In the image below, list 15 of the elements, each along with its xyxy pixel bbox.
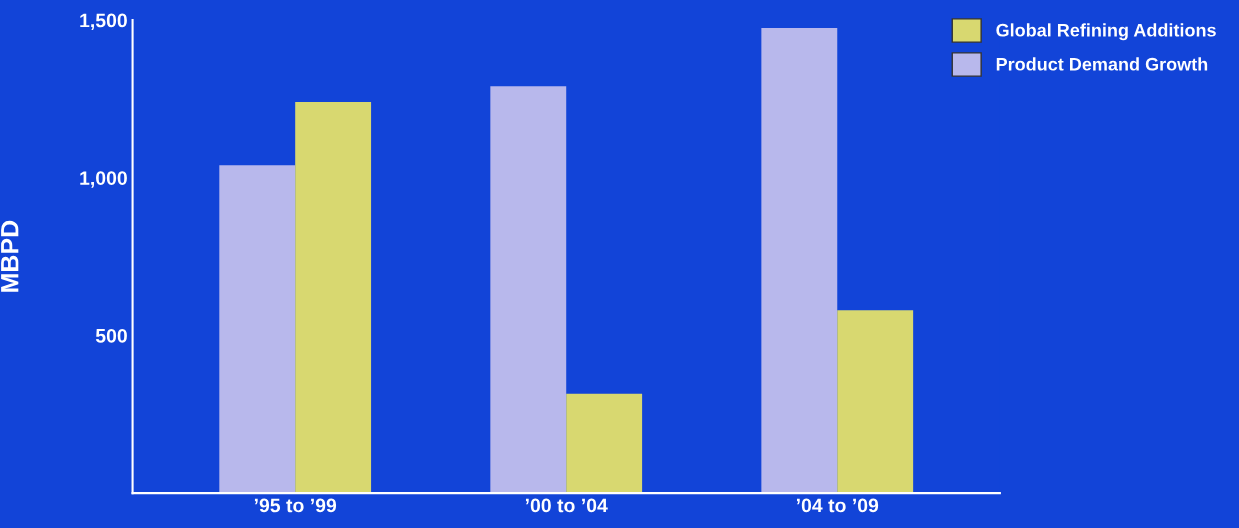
bar [295,102,372,494]
bar [566,393,643,494]
y-axis-title: MBPD [1,220,19,292]
y-tick-label: 1,500 [80,13,127,31]
legend-label: Global Refining Additions [996,23,1216,41]
x-tick-label: ’04 to ’09 [796,498,879,513]
x-tick-label: ’00 to ’04 [525,498,608,513]
legend-label: Product Demand Growth [996,57,1208,71]
bar [837,310,914,494]
bar [490,86,567,494]
x-tick-label: ’95 to ’99 [254,498,337,513]
bar [219,165,296,494]
bar [761,27,838,494]
y-tick-label: 1,000 [80,171,127,188]
y-tick-label: 500 [95,328,127,343]
